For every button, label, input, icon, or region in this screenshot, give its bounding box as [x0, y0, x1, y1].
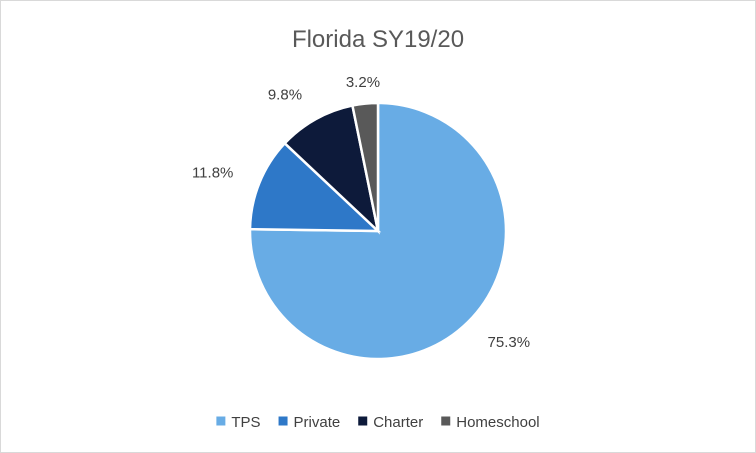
data-labels: 75.3% 11.8% 9.8% 3.2%: [192, 74, 530, 351]
legend-swatch-private: [278, 416, 288, 426]
pie-slice-homeschool: [350, 101, 380, 232]
pie-slices: [248, 101, 508, 361]
legend-item-tps: TPS: [216, 414, 261, 431]
data-label-tps: 75.3%: [488, 334, 531, 351]
legend-label-private: Private: [294, 414, 341, 431]
legend-swatch-homeschool: [441, 416, 451, 426]
legend-swatch-tps: [216, 416, 226, 426]
data-label-charter: 9.8%: [268, 87, 302, 104]
legend-label-tps: TPS: [231, 414, 260, 431]
data-label-private: 11.8%: [192, 164, 233, 181]
legend-item-homeschool: Homeschool: [441, 414, 540, 431]
pie-slice-tps: [248, 101, 508, 361]
data-label-homeschool: 3.2%: [346, 74, 380, 91]
legend-label-charter: Charter: [373, 414, 423, 431]
pie-slice-charter: [282, 104, 381, 235]
legend-label-homeschool: Homeschool: [456, 414, 539, 431]
legend-item-charter: Charter: [358, 414, 423, 431]
legend-swatch-charter: [358, 416, 368, 426]
legend: TPS Private Charter Homeschool: [216, 414, 540, 431]
legend-item-private: Private: [278, 414, 341, 431]
pie-slice-private: [248, 141, 382, 233]
chart-title: Florida SY19/20: [292, 26, 464, 53]
